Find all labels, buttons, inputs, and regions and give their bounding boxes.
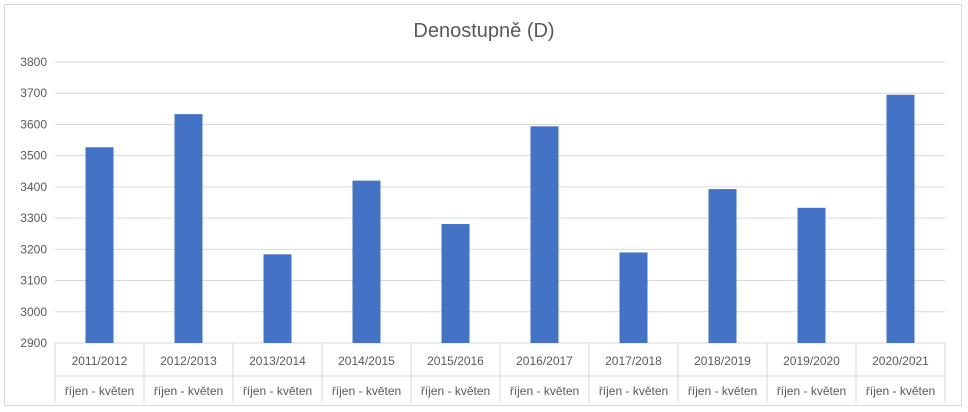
chart-title: Denostupně (D) xyxy=(413,20,554,42)
y-tick-label: 2900 xyxy=(20,336,47,350)
bar-2020-2021 xyxy=(886,94,915,344)
x-tick-label: 2017/2018 xyxy=(605,354,662,368)
x-tick-label: 2018/2019 xyxy=(694,354,751,368)
y-tick-label: 3100 xyxy=(20,274,47,288)
x-tick-label: 2012/2013 xyxy=(160,354,217,368)
bar-2019-2020 xyxy=(797,207,826,343)
y-tick-label: 3300 xyxy=(20,211,47,225)
x-sub-label: říjen - květen xyxy=(65,384,134,398)
x-sub-label: říjen - květen xyxy=(421,384,490,398)
y-gridlines xyxy=(55,61,945,344)
x-sub-label: říjen - květen xyxy=(777,384,846,398)
x-tick-label: 2013/2014 xyxy=(249,354,306,368)
bar-2011-2012 xyxy=(85,147,114,343)
bar-2012-2013 xyxy=(174,114,203,343)
y-tick-label: 3700 xyxy=(20,86,47,100)
x-axis: 2011/2012 říjen - květen 2012/2013 říjen - … xyxy=(54,343,946,403)
chart-frame: Denostupně (D) 2900 3000 3100 3200 3300 3400 3… xyxy=(4,4,962,406)
x-sub-label: říjen - květen xyxy=(332,384,401,398)
x-sub-label: říjen - květen xyxy=(866,384,935,398)
bar-2014-2015 xyxy=(352,180,381,343)
x-tick-label: 2011/2012 xyxy=(72,354,128,368)
x-sub-label: říjen - květen xyxy=(510,384,579,398)
x-tick-label: 2019/2020 xyxy=(783,354,840,368)
bar-2015-2016 xyxy=(441,224,470,343)
y-tick-label: 3200 xyxy=(20,242,47,256)
x-tick-label: 2014/2015 xyxy=(338,354,395,368)
x-tick-label: 2020/2021 xyxy=(872,354,929,368)
bar-2016-2017 xyxy=(530,126,559,343)
x-sub-label: říjen - květen xyxy=(243,384,312,398)
y-tick-label: 3600 xyxy=(20,117,47,131)
x-tick-label: 2015/2016 xyxy=(427,354,484,368)
y-tick-label: 3500 xyxy=(20,149,47,163)
x-sub-label: říjen - květen xyxy=(688,384,757,398)
x-sub-label: říjen - květen xyxy=(599,384,668,398)
bar-2013-2014 xyxy=(263,254,292,343)
y-tick-label: 3400 xyxy=(20,180,47,194)
x-tick-label: 2016/2017 xyxy=(516,354,573,368)
x-sub-label: říjen - květen xyxy=(154,384,223,398)
bar-2017-2018 xyxy=(619,252,648,343)
y-tick-label: 3000 xyxy=(20,305,47,319)
bar-chart: Denostupně (D) 2900 3000 3100 3200 3300 3400 3… xyxy=(20,20,946,403)
bar-2018-2019 xyxy=(708,189,737,343)
y-tick-label: 3800 xyxy=(20,55,47,69)
y-axis: 2900 3000 3100 3200 3300 3400 3500 3600 3700 3800 xyxy=(20,55,47,350)
bars xyxy=(85,94,915,344)
